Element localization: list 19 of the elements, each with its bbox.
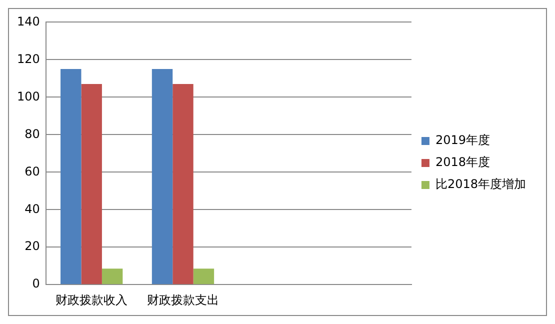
bar xyxy=(193,268,214,284)
bar xyxy=(81,84,102,284)
bar xyxy=(102,268,123,284)
y-tick-label: 60 xyxy=(24,164,40,178)
y-tick-label: 100 xyxy=(17,89,40,104)
y-tick-label: 0 xyxy=(32,276,40,291)
y-tick-label: 40 xyxy=(24,202,40,216)
y-tick-label: 120 xyxy=(17,52,40,66)
y-tick-label: 140 xyxy=(17,14,40,28)
legend-label: 2019年度 xyxy=(435,133,490,148)
bar xyxy=(60,69,82,284)
y-tick-label: 20 xyxy=(24,239,40,254)
bar xyxy=(152,69,173,284)
legend-label: 2018年度 xyxy=(435,155,490,170)
bar xyxy=(172,84,194,284)
y-tick-label: 80 xyxy=(24,126,40,141)
x-tick-label: 财政拨款支出 xyxy=(146,292,219,307)
x-tick-label: 财政拨款收入 xyxy=(56,292,128,307)
legend-label: 比2018年度增加 xyxy=(435,177,526,192)
